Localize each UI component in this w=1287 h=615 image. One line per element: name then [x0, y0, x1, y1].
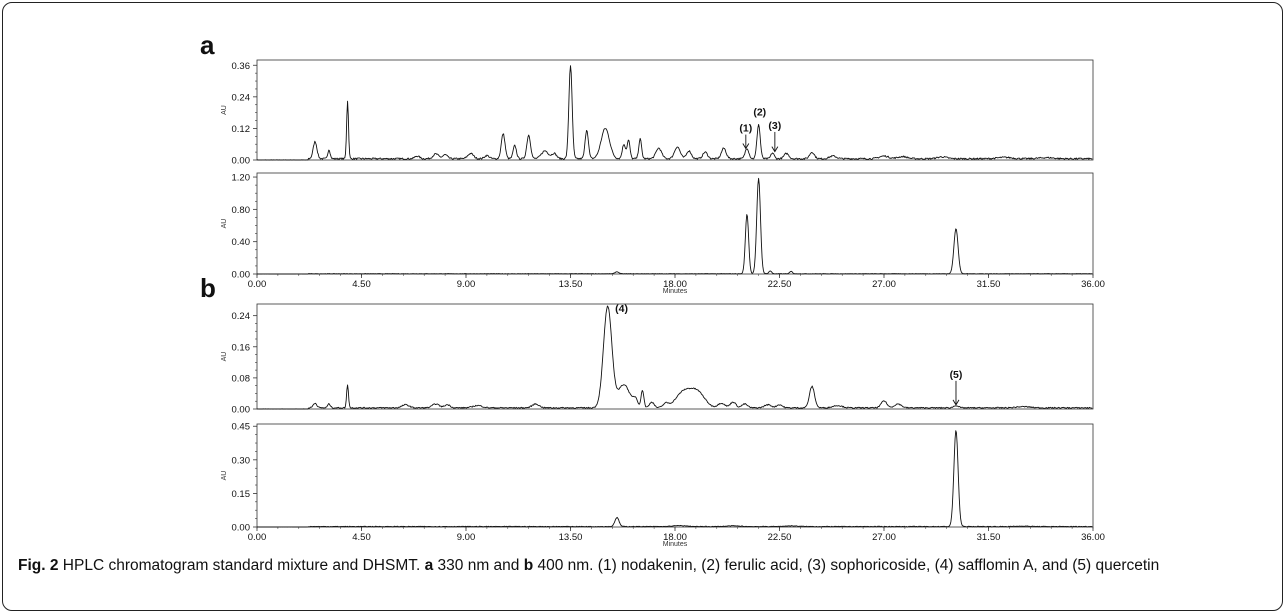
peak-annotation: (2) [753, 106, 766, 118]
x-tick-label: 31.50 [977, 279, 1001, 290]
y-tick-label: 0.16 [232, 342, 251, 353]
y-tick-label: 0.12 [232, 124, 251, 135]
x-tick-label: 9.00 [457, 532, 476, 543]
chromatogram-panel-a-upper: 0.00 0.12 0.24 0.36 AU (1)(2)(3) [221, 59, 1094, 167]
peak-annotation: (4) [615, 303, 628, 315]
y-tick-label: 0.00 [232, 405, 251, 416]
panel-label-a: a [200, 30, 215, 60]
y-axis-label: AU [221, 219, 228, 229]
chromatogram-trace [256, 177, 1093, 275]
x-tick-label: 0.00 [248, 279, 267, 290]
panel-label-b: b [200, 273, 216, 303]
x-axis-label: Minutes [663, 541, 688, 548]
caption-b-label: b [523, 557, 534, 574]
x-tick-label: 31.50 [977, 532, 1001, 543]
y-axis-label: AU [221, 471, 228, 481]
y-axis-label: AU [221, 352, 228, 362]
caption-b-text: 400 nm. (1) nodakenin, (2) ferulic acid,… [533, 557, 1160, 574]
annotation-arrowhead [771, 146, 779, 153]
x-tick-label: 22.50 [768, 279, 792, 290]
x-tick-label: 36.00 [1081, 532, 1105, 543]
chromatogram-trace [256, 65, 1093, 161]
y-tick-label: 0.15 [232, 489, 251, 500]
y-tick-label: 0.24 [232, 92, 251, 103]
x-tick-label: 22.50 [768, 532, 792, 543]
annotation-arrowhead [952, 399, 960, 406]
y-tick-label: 0.30 [232, 455, 251, 466]
annotation-arrowhead [742, 143, 750, 150]
chromatogram-trace [256, 430, 1093, 528]
chromatogram-panel-b-lower: 0.00 0.15 0.30 0.45 AU 0.00 4.50 9.00 13.50 18.00… [221, 422, 1105, 548]
x-tick-label: 13.50 [559, 279, 583, 290]
plot-frame [256, 59, 1094, 161]
plot-frame [256, 423, 1094, 528]
x-tick-label: 4.50 [352, 279, 371, 290]
y-tick-label: 0.08 [232, 373, 251, 384]
peak-annotation: (3) [768, 120, 781, 132]
y-tick-label: 0.24 [232, 311, 251, 322]
y-tick-label: 0.40 [232, 237, 251, 248]
x-tick-label: 9.00 [457, 279, 476, 290]
y-tick-label: 0.00 [232, 156, 251, 167]
x-tick-label: 0.00 [248, 532, 267, 543]
plot-frame [256, 303, 1094, 410]
x-axis-label: Minutes [663, 288, 688, 295]
x-tick-label: 27.00 [872, 532, 896, 543]
peak-annotation: (1) [739, 123, 752, 135]
y-tick-label: 0.45 [232, 422, 251, 433]
x-tick-label: 18.00 [663, 279, 687, 290]
chromatogram-figure: a b 0.00 0.12 0.24 0.36 AU (1)(2)(3) 0.00 0.40 0.8… [200, 30, 1105, 548]
y-tick-label: 0.00 [232, 523, 251, 534]
y-tick-label: 1.20 [232, 173, 251, 184]
chromatogram-panel-a-lower: 0.00 0.40 0.80 1.20 AU 0.00 4.50 9.00 13.50 18.00… [221, 173, 1105, 295]
y-tick-label: 0.80 [232, 205, 251, 216]
x-tick-label: 4.50 [352, 532, 371, 543]
x-tick-label: 13.50 [559, 532, 583, 543]
y-tick-label: 0.36 [232, 61, 251, 72]
peak-annotation: (5) [950, 369, 963, 381]
caption-text: HPLC chromatogram standard mixture and D… [58, 557, 425, 574]
y-tick-label: 0.00 [232, 270, 251, 281]
chromatogram-panel-b-upper: 0.00 0.08 0.16 0.24 AU (4) (5) [221, 303, 1094, 416]
caption-a-label: a [424, 557, 434, 574]
x-tick-label: 36.00 [1081, 279, 1105, 290]
x-tick-label: 27.00 [872, 279, 896, 290]
plot-frame [256, 172, 1094, 275]
figure-caption: Fig. 2 HPLC chromatogram standard mixtur… [18, 556, 1268, 576]
x-tick-label: 18.00 [663, 532, 687, 543]
caption-figure-label: Fig. 2 [18, 557, 59, 574]
chromatogram-trace [256, 305, 1093, 410]
y-axis-label: AU [221, 105, 228, 115]
caption-a-text: 330 nm and [433, 557, 524, 574]
